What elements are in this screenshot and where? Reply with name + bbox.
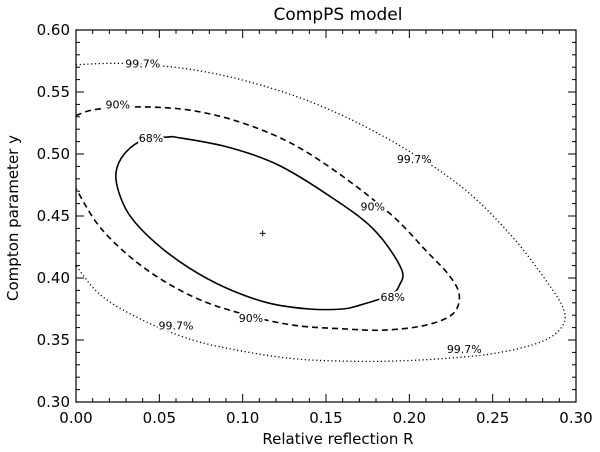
y-tick-label: 0.35 bbox=[37, 331, 70, 349]
axes-layer: 0.00 0.05 0.10 0.15 0.20 0.25 0.30 0.30 0.35 0.40… bbox=[37, 21, 593, 427]
contour-90pct-line bbox=[75, 106, 461, 332]
contour-label: 99.7% bbox=[125, 58, 160, 71]
y-tick-label: 0.30 bbox=[37, 393, 70, 411]
x-tick-label: 0.15 bbox=[309, 409, 342, 427]
contour-99-7pct-line bbox=[75, 62, 566, 363]
x-tick-label: 0.05 bbox=[143, 409, 176, 427]
contour-label: 99.7% bbox=[397, 153, 432, 166]
contour-label: 90% bbox=[239, 312, 263, 325]
x-tick-label: 0.20 bbox=[393, 409, 426, 427]
contour-label: 90% bbox=[105, 99, 129, 112]
contour-label-layer: 68% 68% 90% 90% 90% 99.7% 99.7% 99.7% 99.7% bbox=[103, 56, 483, 358]
plot-frame bbox=[75, 29, 577, 403]
y-tick-label: 0.60 bbox=[37, 21, 70, 39]
best-fit-marker bbox=[259, 230, 266, 237]
x-tick-label: 0.00 bbox=[59, 409, 92, 427]
y-tick-label: 0.40 bbox=[37, 269, 70, 287]
contour-label: 68% bbox=[139, 132, 163, 145]
y-tick-label: 0.45 bbox=[37, 207, 70, 225]
x-tick-label: 0.10 bbox=[226, 409, 259, 427]
x-axis-title: Relative reflection R bbox=[262, 430, 413, 448]
contour-label: 99.7% bbox=[159, 319, 194, 332]
contour-label: 90% bbox=[360, 200, 384, 213]
contour-68pct-line bbox=[115, 135, 404, 311]
contour-label: 68% bbox=[380, 291, 404, 304]
x-tick-label: 0.25 bbox=[476, 409, 509, 427]
contour-layer bbox=[75, 62, 566, 363]
chart-title: CompPS model bbox=[273, 5, 402, 25]
y-tick-label: 0.50 bbox=[37, 145, 70, 163]
y-axis-title: Compton parameter y bbox=[4, 135, 22, 301]
contour-label: 99.7% bbox=[447, 343, 482, 356]
x-tick-label: 0.30 bbox=[559, 409, 592, 427]
y-tick-label: 0.55 bbox=[37, 83, 70, 101]
